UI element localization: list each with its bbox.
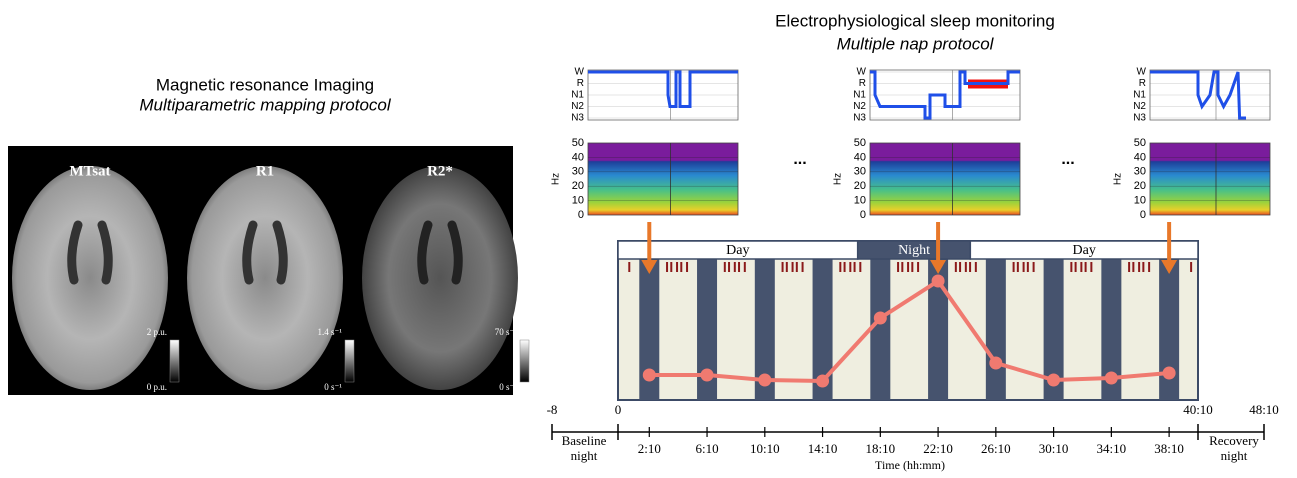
mri-title: Magnetic resonance Imaging [156, 75, 374, 94]
bound-label: 48:10 [1249, 402, 1279, 417]
freq-tick: 30 [854, 166, 866, 178]
bound-label: 0 [615, 402, 622, 417]
bound-label: -8 [547, 402, 558, 417]
time-label: 26:10 [981, 441, 1011, 456]
stage-label: N3 [1133, 113, 1146, 124]
time-label: 22:10 [923, 441, 953, 456]
scale-bar [170, 340, 179, 382]
stage-label: R [859, 78, 866, 89]
map-name: R1 [256, 163, 274, 179]
stage-label: N1 [853, 90, 866, 101]
scale-max: 70 s⁻¹ [495, 327, 518, 337]
freq-label: Hz [1113, 173, 1124, 185]
mri-subtitle: Multiparametric mapping protocol [139, 95, 392, 114]
eeg-title: Electrophysiological sleep monitoring [775, 11, 1055, 30]
period-label: Day [726, 243, 749, 258]
stage-label: N1 [1133, 90, 1146, 101]
period-label: Day [1073, 243, 1096, 258]
stage-label: W [857, 67, 867, 78]
freq-tick: 20 [572, 180, 584, 192]
map-name: MTsat [69, 163, 110, 179]
sleep-pressure-point [874, 312, 887, 325]
freq-tick: 0 [578, 209, 584, 221]
sleep-pressure-point [989, 357, 1002, 370]
scale-min: 0 s⁻¹ [499, 382, 517, 392]
freq-tick: 40 [572, 151, 584, 163]
scale-bar [345, 340, 354, 382]
sleep-pressure-point [1163, 367, 1176, 380]
scale-min: 0 p.u. [147, 382, 167, 392]
freq-tick: 30 [572, 166, 584, 178]
freq-label: Hz [833, 173, 844, 185]
scale-max: 1.4 s⁻¹ [318, 327, 343, 337]
brain [187, 166, 343, 390]
freq-tick: 0 [860, 209, 866, 221]
time-label: 10:10 [750, 441, 780, 456]
stage-label: W [1137, 67, 1147, 78]
sleep-pressure-point [1105, 372, 1118, 385]
bound-label: 40:10 [1183, 402, 1213, 417]
stage-label: R [577, 78, 584, 89]
stage-label: N2 [853, 101, 866, 112]
freq-label: Hz [551, 173, 562, 185]
sleep-pressure-point [758, 374, 771, 387]
axis-title: Time (hh:mm) [875, 458, 945, 472]
scale-min: 0 s⁻¹ [324, 382, 342, 392]
stage-label: N3 [853, 113, 866, 124]
freq-tick: 0 [1140, 209, 1146, 221]
sleep-pressure-point [932, 275, 945, 288]
time-label: 38:10 [1154, 441, 1184, 456]
spectrogram [870, 143, 1020, 215]
brain [12, 166, 168, 390]
time-label: 18:10 [866, 441, 896, 456]
time-label: 6:10 [695, 441, 718, 456]
hypnogram [588, 72, 738, 107]
freq-tick: 50 [572, 137, 584, 149]
brain [362, 166, 518, 390]
time-label: 30:10 [1039, 441, 1069, 456]
eeg-subtitle: Multiple nap protocol [837, 34, 995, 53]
nap-stripe [986, 259, 1006, 400]
figure: Magnetic resonance Imaging Multiparametr… [0, 0, 1297, 473]
period-label: Night [898, 243, 930, 258]
freq-tick: 40 [1134, 151, 1146, 163]
freq-tick: 10 [854, 195, 866, 207]
freq-tick: 20 [1134, 180, 1146, 192]
stage-label: N3 [571, 113, 584, 124]
spectrogram [1150, 143, 1270, 215]
stage-label: N2 [571, 101, 584, 112]
freq-tick: 50 [854, 137, 866, 149]
freq-tick: 10 [572, 195, 584, 207]
sleep-pressure-point [1047, 374, 1060, 387]
time-label: 14:10 [808, 441, 838, 456]
scale-bar [520, 340, 529, 382]
map-name: R2* [427, 163, 453, 179]
spectrogram [588, 143, 738, 215]
freq-tick: 40 [854, 151, 866, 163]
stage-label: W [575, 67, 585, 78]
sleep-pressure-point [816, 375, 829, 388]
freq-tick: 30 [1134, 166, 1146, 178]
sleep-pressure-point [643, 369, 656, 382]
time-label: 34:10 [1097, 441, 1127, 456]
sleep-pressure-point [701, 369, 714, 382]
ellipsis: ... [1061, 151, 1074, 168]
freq-tick: 20 [854, 180, 866, 192]
stage-label: N2 [1133, 101, 1146, 112]
night-block [858, 259, 971, 400]
time-label: 2:10 [638, 441, 661, 456]
page: Magnetic resonance Imaging Multiparametr… [0, 0, 1297, 478]
stage-label: R [1139, 78, 1146, 89]
ellipsis: ... [793, 151, 806, 168]
freq-tick: 10 [1134, 195, 1146, 207]
scale-max: 2 p.u. [147, 327, 167, 337]
stage-label: N1 [571, 90, 584, 101]
freq-tick: 50 [1134, 137, 1146, 149]
